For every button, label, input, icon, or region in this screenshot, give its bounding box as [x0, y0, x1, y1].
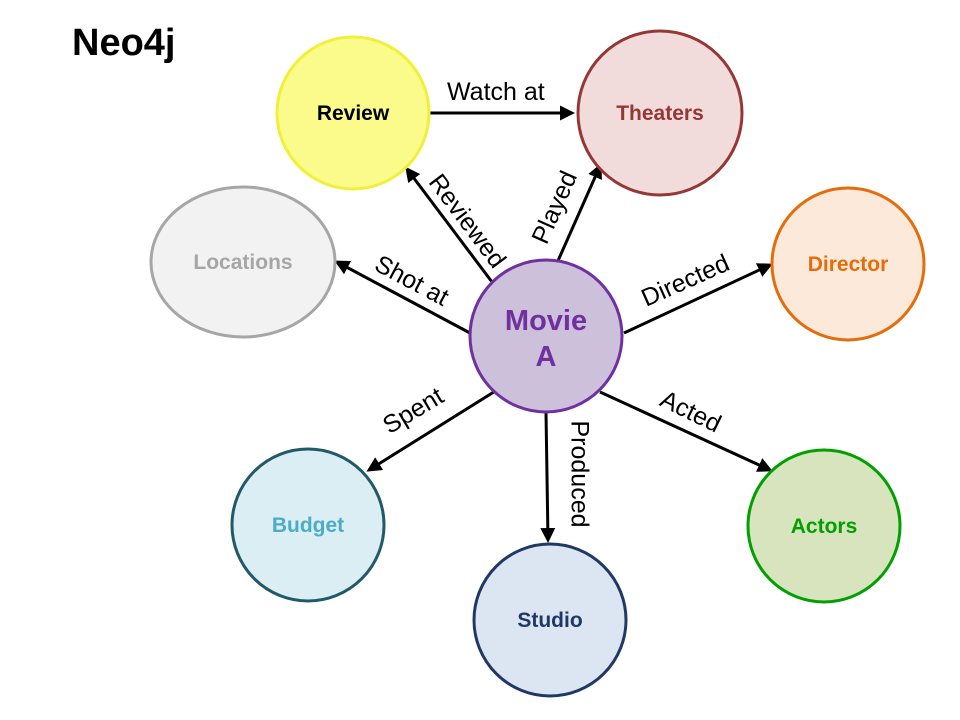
edge-label-reviewed: Reviewed — [423, 169, 511, 274]
node-actors[interactable]: Actors — [746, 448, 902, 604]
edge-label-spent: Spent — [378, 382, 448, 440]
edge-label-acted: Acted — [656, 385, 726, 438]
edge-shot-at[interactable] — [334, 260, 471, 335]
edge-label-watch-at: Watch at — [447, 78, 545, 106]
edge-label-produced: Produced — [565, 420, 593, 527]
node-movie-circle — [468, 258, 624, 414]
node-theaters[interactable]: Theaters — [576, 29, 744, 197]
node-studio[interactable]: Studio — [472, 542, 628, 698]
node-review-circle — [275, 35, 431, 191]
node-actors-circle — [746, 448, 902, 604]
node-review[interactable]: Review — [275, 35, 431, 191]
edges — [334, 105, 773, 543]
edge-acted[interactable] — [599, 390, 773, 472]
node-locations-ellipse — [149, 185, 337, 339]
node-director-circle — [770, 186, 926, 342]
node-budget[interactable]: Budget — [230, 447, 386, 603]
edge-directed[interactable] — [623, 263, 773, 335]
node-review-label: Review — [317, 102, 390, 125]
page-title: Neo4j — [72, 22, 176, 64]
node-studio-circle — [472, 542, 628, 698]
node-locations[interactable]: Locations — [149, 185, 337, 339]
node-studio-label: Studio — [517, 609, 582, 632]
node-locations-label: Locations — [193, 251, 292, 274]
node-director-label: Director — [808, 253, 889, 276]
node-budget-circle — [230, 447, 386, 603]
edge-produced[interactable] — [540, 411, 556, 543]
node-theaters-label: Theaters — [616, 102, 704, 125]
node-movie-label-line2: A — [536, 341, 557, 373]
node-movie[interactable]: Movie A — [468, 258, 624, 414]
node-theaters-circle — [576, 29, 744, 197]
node-budget-label: Budget — [272, 514, 344, 537]
node-director[interactable]: Director — [770, 186, 926, 342]
edge-spent[interactable] — [366, 388, 498, 472]
edge-reviewed[interactable] — [405, 166, 494, 283]
node-movie-label-line1: Movie — [505, 305, 587, 337]
edge-played[interactable] — [555, 163, 602, 264]
edge-label-played: Played — [526, 167, 583, 248]
node-actors-label: Actors — [791, 515, 858, 538]
